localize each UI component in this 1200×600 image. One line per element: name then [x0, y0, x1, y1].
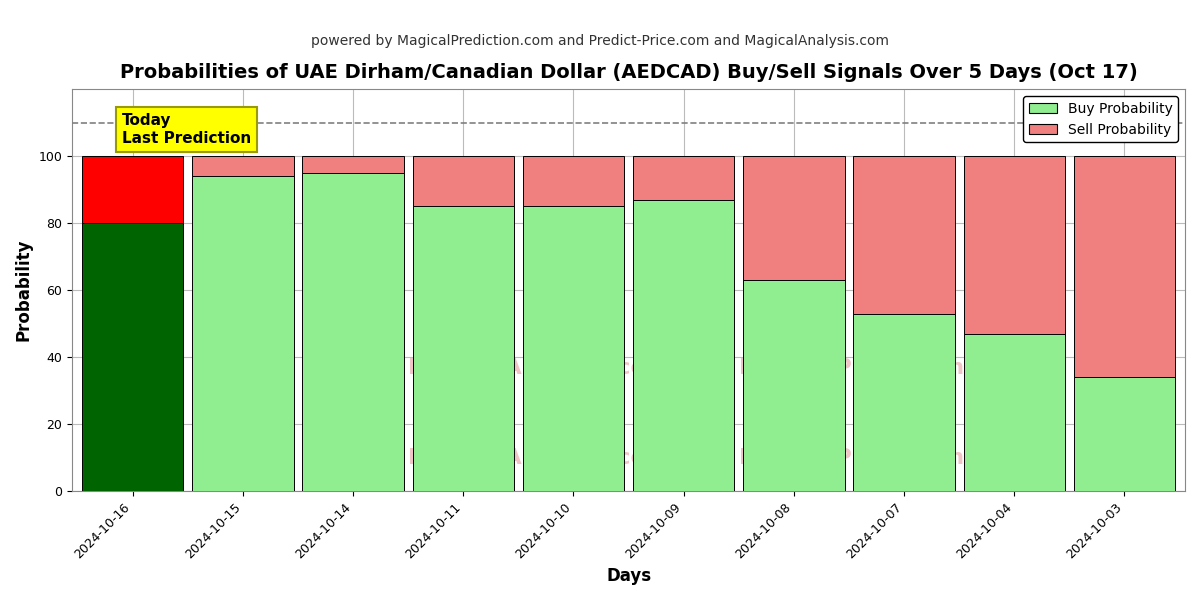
- Bar: [632, 200, 734, 491]
- Bar: [82, 156, 184, 223]
- Bar: [853, 314, 955, 491]
- Bar: [413, 156, 514, 206]
- Legend: Buy Probability, Sell Probability: Buy Probability, Sell Probability: [1024, 96, 1178, 142]
- Y-axis label: Probability: Probability: [16, 239, 34, 341]
- Bar: [302, 173, 404, 491]
- Bar: [1074, 156, 1175, 377]
- Title: Probabilities of UAE Dirham/Canadian Dollar (AEDCAD) Buy/Sell Signals Over 5 Day: Probabilities of UAE Dirham/Canadian Dol…: [120, 63, 1138, 82]
- Bar: [964, 156, 1064, 334]
- Bar: [743, 280, 845, 491]
- Bar: [82, 223, 184, 491]
- Text: MagicalAnalysis.com: MagicalAnalysis.com: [408, 448, 670, 469]
- Text: powered by MagicalPrediction.com and Predict-Price.com and MagicalAnalysis.com: powered by MagicalPrediction.com and Pre…: [311, 34, 889, 48]
- Text: MagicalPrediction.com: MagicalPrediction.com: [739, 358, 1024, 378]
- Bar: [743, 156, 845, 280]
- Bar: [413, 206, 514, 491]
- Text: MagicalAnalysis.com: MagicalAnalysis.com: [408, 358, 670, 378]
- X-axis label: Days: Days: [606, 567, 652, 585]
- Bar: [853, 156, 955, 314]
- Bar: [964, 334, 1064, 491]
- Text: MagicalPrediction.com: MagicalPrediction.com: [739, 448, 1024, 469]
- Bar: [632, 156, 734, 200]
- Bar: [192, 176, 294, 491]
- Bar: [1074, 377, 1175, 491]
- Bar: [523, 156, 624, 206]
- Bar: [523, 206, 624, 491]
- Text: Today
Last Prediction: Today Last Prediction: [121, 113, 251, 146]
- Bar: [302, 156, 404, 173]
- Bar: [192, 156, 294, 176]
